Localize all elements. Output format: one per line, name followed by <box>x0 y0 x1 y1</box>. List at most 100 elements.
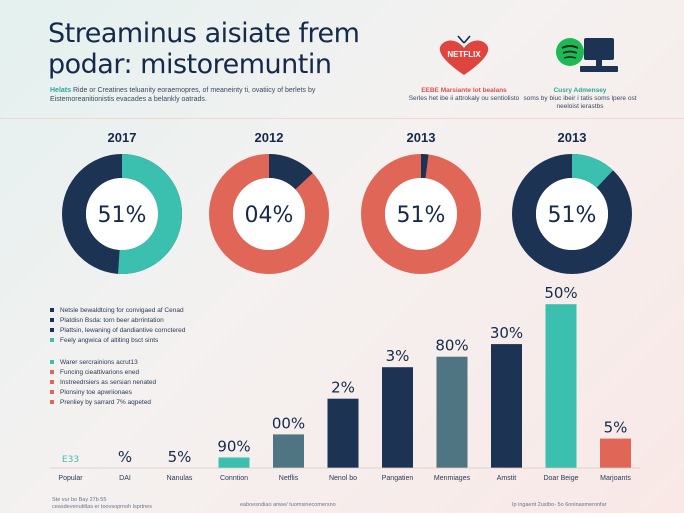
category-tick-label: Popular <box>58 475 83 482</box>
bar-value-label: 2% <box>331 379 355 397</box>
legend-label: Netsle bewaldtcing for convigaed af Cena… <box>60 307 184 314</box>
netflix-heart-logo: NETFLIX <box>439 35 489 75</box>
legend-item: Netsle bewaldtcing for convigaed af Cena… <box>50 306 310 316</box>
donut-center <box>233 178 305 250</box>
bar-value-label: 5% <box>604 419 628 437</box>
donut-percent-label: 51% <box>548 203 597 228</box>
spotify-monitor-logo <box>556 38 618 72</box>
bar-value-label: 50% <box>544 284 577 302</box>
bar-value-label: 3% <box>386 347 410 365</box>
bar <box>327 398 359 468</box>
intro-text: Helats Ride or Creatines teluanity eorae… <box>50 86 330 104</box>
netflix-caption-title: EEBE Marsiante lot bealans <box>421 87 507 94</box>
bar <box>218 457 250 468</box>
donut-percent-label: 04% <box>245 203 294 228</box>
legend-label: Platdisn Bsda: torn beer abrrintation <box>60 317 164 324</box>
category-tick-label: Marjoants <box>600 475 631 482</box>
page-title: Streaminus aisiate frem podar: mistoremu… <box>48 18 360 80</box>
bar <box>382 367 413 468</box>
donut-chart-4: 2013 51% <box>508 128 636 278</box>
legend-label: Warer sercrainions acrut13 <box>60 359 138 366</box>
category-tick-label: Menmiages <box>434 475 471 482</box>
spotify-brand: Cusry Admensey soms by biuc ibeir i tati… <box>520 30 640 111</box>
legend-group-1: Netsle bewaldtcing for convigaed af Cena… <box>50 306 310 346</box>
bar <box>436 356 468 468</box>
legend-label: Plonsiny toe apwriionaes <box>60 389 132 396</box>
title-line-1: Streaminus aisiate frem <box>48 18 360 49</box>
spotify-caption-text: soms by biuc ibeir i tatis soms lpere os… <box>523 95 637 110</box>
bar <box>273 434 304 468</box>
donut-ring: 51% <box>361 154 481 274</box>
title-block: Streaminus aisiate frem podar: mistoremu… <box>48 18 360 80</box>
legend-label: Feely angwica of altiting bsct sints <box>60 337 159 344</box>
donut-year: 2013 <box>557 130 587 145</box>
legend-label: Plattsin, lewaning of dandiantive cornct… <box>60 327 186 334</box>
donut-chart-3: 2013 51% <box>357 128 485 278</box>
legend-swatch <box>50 308 54 313</box>
netflix-brand: NETFLIX EEBE Marsiante lot bealans Serle… <box>404 30 524 103</box>
legend-swatch <box>50 380 54 385</box>
category-tick-label: Conntion <box>220 475 248 482</box>
legend-group-2: Warer sercrainions acrut13 Funcing cieat… <box>50 358 310 408</box>
legend-swatch <box>50 370 54 375</box>
bar <box>491 344 522 468</box>
bar-value-label: % <box>118 448 132 466</box>
legend-item: Plonsiny toe apwriionaes <box>50 388 310 398</box>
bar-value-label: 80% <box>435 337 468 355</box>
legend-item: Funcing cieattivarions ened <box>50 368 310 378</box>
section-divider <box>0 118 684 119</box>
footer-note-2: ceasdevenutitlas er toovsoprnoh lsprtnes <box>52 504 152 510</box>
title-line-2: podar: mistoremuntin <box>48 49 332 80</box>
donut-row: 2017 51% 2012 04% 2013 51% 2013 <box>0 128 684 278</box>
donut-value-arc <box>512 154 632 274</box>
bar-value-label: 00% <box>272 414 305 432</box>
footer-note-1: Ste vur bo Bay 27b 55 <box>52 497 107 503</box>
legend-label: Funcing cieattivarions ened <box>60 369 140 376</box>
category-tick-label: Netflis <box>279 475 299 482</box>
netflix-caption-text: Serles het ibe ii attrokaly ou sentiolis… <box>408 95 520 102</box>
legend-label: Instreedrsiers as sersian nenated <box>60 379 157 386</box>
footer-corner-right: Ip ingaent 2ustbo- 5o 6oninasmeronfar <box>512 502 607 508</box>
donut-ring: 51% <box>62 154 182 274</box>
legend-swatch <box>50 390 54 395</box>
category-tick-label: Doar Beige <box>543 475 578 482</box>
donut-year: 2017 <box>107 130 137 145</box>
spotify-caption-title: Cusry Admensey <box>553 87 607 94</box>
donut-center <box>86 178 158 250</box>
category-tick-label: Nanulas <box>167 475 193 482</box>
footer-corner-left: eaboesndiao anwe/ tuomsinecomersno <box>240 502 336 508</box>
spotify-caption: Cusry Admensey soms by biuc ibeir i tati… <box>520 87 640 111</box>
intro-lead: Helats <box>50 87 72 94</box>
donut-year: 2012 <box>254 130 284 145</box>
bar <box>600 438 631 468</box>
footer-notes: Ste vur bo Bay 27b 55 ceasdevenutitlas e… <box>52 497 152 511</box>
donut-year: 2013 <box>406 130 436 145</box>
netflix-caption: EEBE Marsiante lot bealans Serles het ib… <box>404 87 524 103</box>
donut-center <box>385 178 457 250</box>
legend: Netsle bewaldtcing for convigaed af Cena… <box>50 306 310 420</box>
legend-label: Prenliey by sarrard 7% aqpeted <box>60 399 152 406</box>
bar-value-label: 5% <box>168 448 192 466</box>
legend-item: Plattsin, lewaning of dandiantive cornct… <box>50 326 310 336</box>
bar-value-label: 90% <box>217 438 250 456</box>
intro-body: Ride or Creatines teluanity eoraemopres,… <box>50 87 316 103</box>
donut-value-arc <box>62 154 182 274</box>
donut-percent-label: 51% <box>397 203 446 228</box>
donut-value-arc <box>209 154 329 274</box>
donut-chart-1: 2017 51% <box>58 128 186 278</box>
legend-item: Warer sercrainions acrut13 <box>50 358 310 368</box>
donut-value-arc <box>361 154 481 274</box>
legend-swatch <box>50 338 54 343</box>
legend-swatch <box>50 400 54 405</box>
legend-item: Instreedrsiers as sersian nenated <box>50 378 310 388</box>
donut-ring: 04% <box>209 154 329 274</box>
donut-percent-label: 51% <box>98 203 147 228</box>
legend-item: Feely angwica of altiting bsct sints <box>50 336 310 346</box>
category-tick-label: Pangatien <box>382 475 414 482</box>
legend-swatch <box>50 328 54 333</box>
category-tick-label: DAI <box>119 475 131 482</box>
bar-value-label: E33 <box>62 455 79 465</box>
category-tick-label: Amstit <box>497 475 517 482</box>
category-tick-label: Nenol bo <box>329 475 357 482</box>
